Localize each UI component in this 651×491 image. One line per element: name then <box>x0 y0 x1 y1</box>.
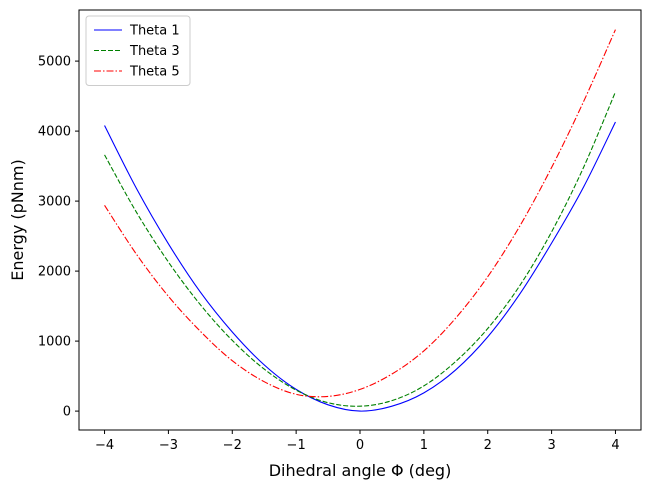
y-tick-label: 1000 <box>38 335 71 350</box>
x-tick-label: −4 <box>95 438 114 453</box>
legend-box <box>85 15 191 86</box>
x-tick-label: 1 <box>420 438 428 453</box>
legend-label: Theta 1 <box>129 24 180 39</box>
x-tick-label: −3 <box>159 438 178 453</box>
x-tick-label: 0 <box>356 438 364 453</box>
axes-frame <box>78 9 642 431</box>
x-tick-label: −1 <box>287 438 306 453</box>
legend-label: Theta 3 <box>129 44 180 59</box>
series-line-theta-5 <box>104 29 616 398</box>
x-axis-label: Dihedral angle Φ (deg) <box>269 461 452 480</box>
x-tick-label: 2 <box>484 438 492 453</box>
y-tick-label: 2000 <box>38 265 71 280</box>
y-tick-label: 3000 <box>38 195 71 210</box>
y-axis-label: Energy (pNnm) <box>8 159 27 280</box>
legend-label: Theta 5 <box>129 65 180 80</box>
x-tick-label: 3 <box>547 438 555 453</box>
legend: Theta 1 Theta 3 Theta 5 <box>85 15 191 86</box>
y-tick-label: 4000 <box>38 125 71 140</box>
x-tick-label: 4 <box>611 438 619 453</box>
x-axis-ticks: −4 −3 −2 −1 0 1 2 3 4 <box>95 430 620 453</box>
y-axis-ticks: 0 1000 2000 3000 4000 5000 <box>38 55 79 420</box>
x-tick-label: −2 <box>223 438 242 453</box>
plot-area <box>104 29 616 412</box>
y-tick-label: 0 <box>63 405 71 420</box>
y-tick-label: 5000 <box>38 55 71 70</box>
series-line-theta-3 <box>104 91 616 407</box>
series-line-theta-1 <box>104 121 616 412</box>
